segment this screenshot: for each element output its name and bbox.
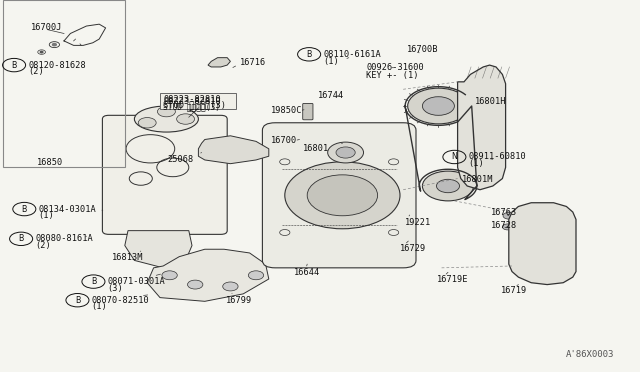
Text: 16850: 16850	[36, 158, 63, 167]
Circle shape	[307, 175, 378, 216]
Text: 16763: 16763	[491, 208, 517, 217]
Circle shape	[422, 171, 474, 201]
Text: B: B	[19, 234, 24, 243]
Polygon shape	[147, 249, 269, 301]
Text: 16700B: 16700B	[407, 45, 438, 54]
Text: 08223-82810: 08223-82810	[163, 97, 221, 106]
Polygon shape	[125, 231, 192, 268]
Polygon shape	[458, 65, 506, 190]
Text: 25068: 25068	[167, 155, 193, 164]
Text: 16744: 16744	[317, 92, 344, 100]
Text: 16801H: 16801H	[475, 97, 506, 106]
Text: B: B	[22, 205, 27, 214]
Circle shape	[336, 147, 355, 158]
Circle shape	[503, 212, 515, 219]
Bar	[3, 0, 125, 167]
Text: (2): (2)	[35, 241, 51, 250]
Circle shape	[162, 271, 177, 280]
Text: 16799: 16799	[226, 296, 252, 305]
Text: B: B	[91, 277, 96, 286]
Text: 16700J: 16700J	[31, 23, 62, 32]
Polygon shape	[208, 58, 230, 67]
Polygon shape	[509, 203, 576, 285]
Text: 16700: 16700	[271, 136, 298, 145]
Text: (3): (3)	[108, 284, 124, 293]
Text: 19221: 19221	[404, 218, 431, 227]
Text: 08223-82810: 08223-82810	[163, 95, 221, 104]
Text: 16728: 16728	[491, 221, 517, 230]
Circle shape	[40, 51, 43, 53]
Text: 08110-6161A: 08110-6161A	[323, 50, 381, 59]
Text: STUD スタッド(3): STUD スタッド(3)	[163, 102, 220, 111]
Text: 16719: 16719	[500, 286, 527, 295]
Circle shape	[138, 118, 156, 128]
Text: 16716: 16716	[240, 58, 266, 67]
Text: 16719E: 16719E	[436, 275, 468, 284]
Text: (1): (1)	[38, 211, 54, 220]
Circle shape	[157, 106, 175, 117]
Circle shape	[502, 224, 513, 230]
Circle shape	[436, 179, 460, 193]
Text: B: B	[307, 50, 312, 59]
Text: (1): (1)	[323, 57, 339, 65]
Circle shape	[188, 280, 203, 289]
FancyBboxPatch shape	[102, 115, 227, 234]
Text: A'86X0003: A'86X0003	[566, 350, 614, 359]
Text: 08080-8161A: 08080-8161A	[35, 234, 93, 243]
Text: KEY +- (1): KEY +- (1)	[366, 71, 419, 80]
Circle shape	[177, 114, 195, 124]
Text: 08070-82510: 08070-82510	[92, 296, 149, 305]
Text: (1): (1)	[92, 302, 108, 311]
Text: 16801: 16801	[303, 144, 330, 153]
Text: 08071-0301A: 08071-0301A	[108, 277, 165, 286]
Text: B: B	[12, 61, 17, 70]
Text: 08120-81628: 08120-81628	[28, 61, 86, 70]
Ellipse shape	[134, 106, 198, 132]
Text: 19850C: 19850C	[271, 106, 303, 115]
Circle shape	[223, 282, 238, 291]
Text: 16644: 16644	[294, 268, 321, 277]
Text: N: N	[451, 153, 458, 161]
FancyBboxPatch shape	[303, 103, 313, 120]
FancyBboxPatch shape	[160, 93, 236, 109]
Text: 16801M: 16801M	[462, 175, 493, 184]
Text: 08134-0301A: 08134-0301A	[38, 205, 96, 214]
Text: B: B	[75, 296, 80, 305]
Text: STUD スタッド(3): STUD スタッド(3)	[163, 100, 226, 109]
Circle shape	[422, 97, 454, 115]
Ellipse shape	[524, 227, 562, 264]
FancyBboxPatch shape	[262, 123, 416, 268]
Text: 16813M: 16813M	[112, 253, 143, 262]
Polygon shape	[198, 136, 269, 164]
Circle shape	[408, 88, 469, 124]
Circle shape	[285, 162, 400, 229]
Text: (1): (1)	[468, 159, 484, 168]
Text: 08911-60810: 08911-60810	[468, 153, 526, 161]
Circle shape	[248, 271, 264, 280]
Text: (2): (2)	[28, 67, 44, 76]
Text: 00926-31600: 00926-31600	[366, 63, 424, 72]
Circle shape	[52, 44, 56, 46]
Text: 16729: 16729	[400, 244, 426, 253]
Circle shape	[328, 142, 364, 163]
